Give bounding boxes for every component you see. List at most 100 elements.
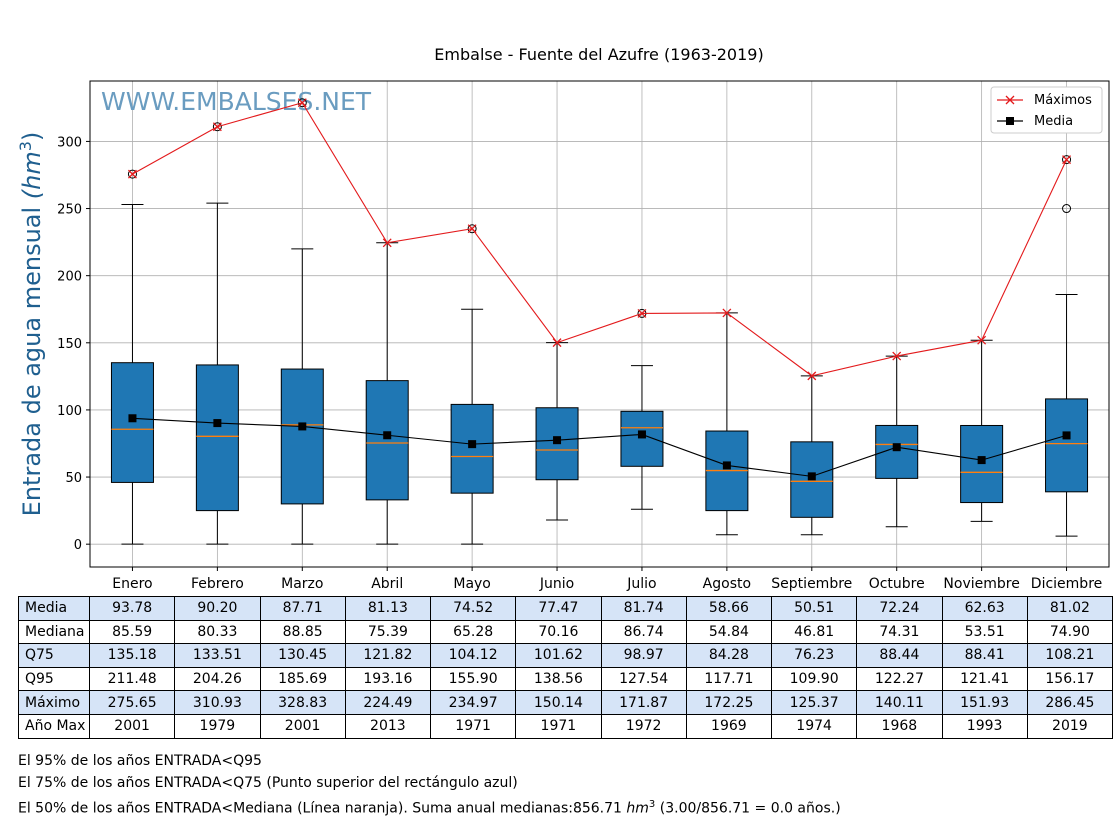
table-cell: 172.25 (685, 690, 773, 715)
flier-point (212, 122, 222, 132)
maximo-point (722, 308, 732, 318)
x-tick-label: Noviembre (943, 576, 1019, 592)
table-cell: 2001 (259, 713, 346, 739)
table-cell: 2019 (1026, 713, 1114, 739)
boxes-group (110, 98, 1089, 545)
table-cell: 204.26 (174, 666, 261, 692)
table-cell: 234.97 (429, 690, 517, 715)
table-row: Media 93.78 90.20 87.71 81.13 74.52 77.47 81.74… (18, 596, 1114, 621)
table-cell: 50.51 (770, 596, 858, 621)
table-row: Año Max 2001 1979 2001 2013 1971 1971 1972 1969 1… (18, 713, 1114, 739)
table-cell: 130.45 (259, 643, 346, 668)
table-cell: 286.45 (1026, 690, 1114, 715)
y-axis-label: Entrada de agua mensual (hm3) (16, 132, 47, 517)
y-tick-label: 0 (74, 538, 82, 553)
y-axis-label-close: ) (18, 132, 46, 141)
x-tick-label: Febrero (191, 576, 244, 592)
table-cell: 58.66 (685, 596, 773, 621)
table-cell: 211.48 (88, 666, 176, 692)
table-cell: 76.23 (770, 643, 858, 668)
series-line (132, 417, 1067, 477)
table-cell: 90.20 (174, 596, 261, 621)
legend-media-marker (1006, 117, 1014, 125)
series-lines (127, 98, 1071, 481)
table-cell: 62.63 (941, 596, 1028, 621)
table-cell: 109.90 (770, 666, 858, 692)
box (450, 403, 494, 494)
x-tick-label: Junio (539, 576, 574, 592)
note-median: El 50% de los años ENTRADA<Mediana (Líne… (18, 794, 841, 820)
table-row-label: Mediana (18, 619, 90, 645)
table-cell: 328.83 (259, 690, 346, 715)
legend-media-label: Media (1034, 114, 1073, 129)
flier-point (467, 224, 477, 234)
plot-frame (89, 80, 1110, 568)
x-tick-label: Mayo (453, 576, 491, 592)
table-cell: 121.41 (941, 666, 1028, 692)
table-cell: 133.51 (174, 643, 261, 668)
maximo-point (127, 169, 137, 179)
table-row-label: Q75 (18, 643, 90, 668)
table-cell: 88.85 (259, 619, 346, 645)
flier-point (127, 169, 137, 179)
table-cell: 81.13 (344, 596, 432, 621)
table-cell: 1993 (941, 713, 1028, 739)
table-cell: 122.27 (856, 666, 943, 692)
table-cell: 86.74 (600, 619, 687, 645)
table-cell: 84.28 (685, 643, 773, 668)
table-cell: 80.33 (174, 619, 261, 645)
maximo-point (382, 238, 392, 248)
table-row: Q75 135.18 133.51 130.45 121.82 104.12 101.62 9… (18, 643, 1114, 668)
maximo-point (552, 338, 562, 348)
media-point (128, 414, 137, 423)
table-cell: 155.90 (429, 666, 517, 692)
note-q95: El 95% de los años ENTRADA<Q95 (18, 753, 262, 769)
maximo-point (807, 371, 817, 381)
table-cell: 121.82 (344, 643, 432, 668)
table-cell: 117.71 (685, 666, 773, 692)
table-cell: 1971 (429, 713, 517, 739)
stats-table: Media 93.78 90.20 87.71 81.13 74.52 77.47 81.74… (18, 596, 1114, 739)
y-axis-label-exp: 3 (16, 141, 35, 151)
maximo-point (467, 224, 477, 234)
maximo-point (892, 351, 902, 361)
table-cell: 87.71 (259, 596, 346, 621)
note-median-unit: hm (626, 800, 649, 817)
y-axis: 0 50 100 150 200 250 300 (57, 135, 90, 553)
media-point (1062, 431, 1071, 440)
note-median-exp: 3 (648, 799, 656, 810)
table-cell: 1971 (515, 713, 602, 739)
table-cell: 138.56 (515, 666, 602, 692)
table-cell: 46.81 (770, 619, 858, 645)
table-cell: 104.12 (429, 643, 517, 668)
legend-maximos-marker (1005, 95, 1015, 105)
table-cell: 74.31 (856, 619, 943, 645)
box (620, 410, 664, 467)
table-cell: 101.62 (515, 643, 602, 668)
table-cell: 93.78 (88, 596, 176, 621)
box (110, 362, 154, 483)
box (195, 364, 239, 512)
table-cell: 193.16 (344, 666, 432, 692)
note-median-tail: (3.00/856.71 = 0.0 años.) (655, 800, 841, 817)
media-point (468, 440, 477, 449)
flier-point (1062, 155, 1072, 165)
x-tick-label: Agosto (703, 576, 751, 592)
watermark: WWW.EMBALSES.NET (101, 87, 372, 116)
y-axis-label-text: Entrada de agua mensual (18, 207, 46, 517)
y-tick-label: 200 (57, 270, 82, 285)
table-cell: 98.97 (600, 643, 687, 668)
table-cell: 88.44 (856, 643, 943, 668)
table-cell: 70.16 (515, 619, 602, 645)
note-q75: El 75% de los años ENTRADA<Q75 (Punto su… (18, 774, 518, 791)
x-tick-label: Abril (371, 576, 403, 592)
note-median-text: El 50% de los años ENTRADA<Mediana (Líne… (18, 800, 627, 817)
table-cell: 310.93 (174, 690, 261, 715)
legend-maximos-label: Máximos (1034, 93, 1092, 108)
table-cell: 171.87 (600, 690, 687, 715)
table-cell: 275.65 (88, 690, 176, 715)
table-cell: 140.11 (856, 690, 943, 715)
media-point (977, 456, 986, 465)
table-cell: 2013 (344, 713, 432, 739)
x-tick-label: Julio (626, 576, 656, 592)
